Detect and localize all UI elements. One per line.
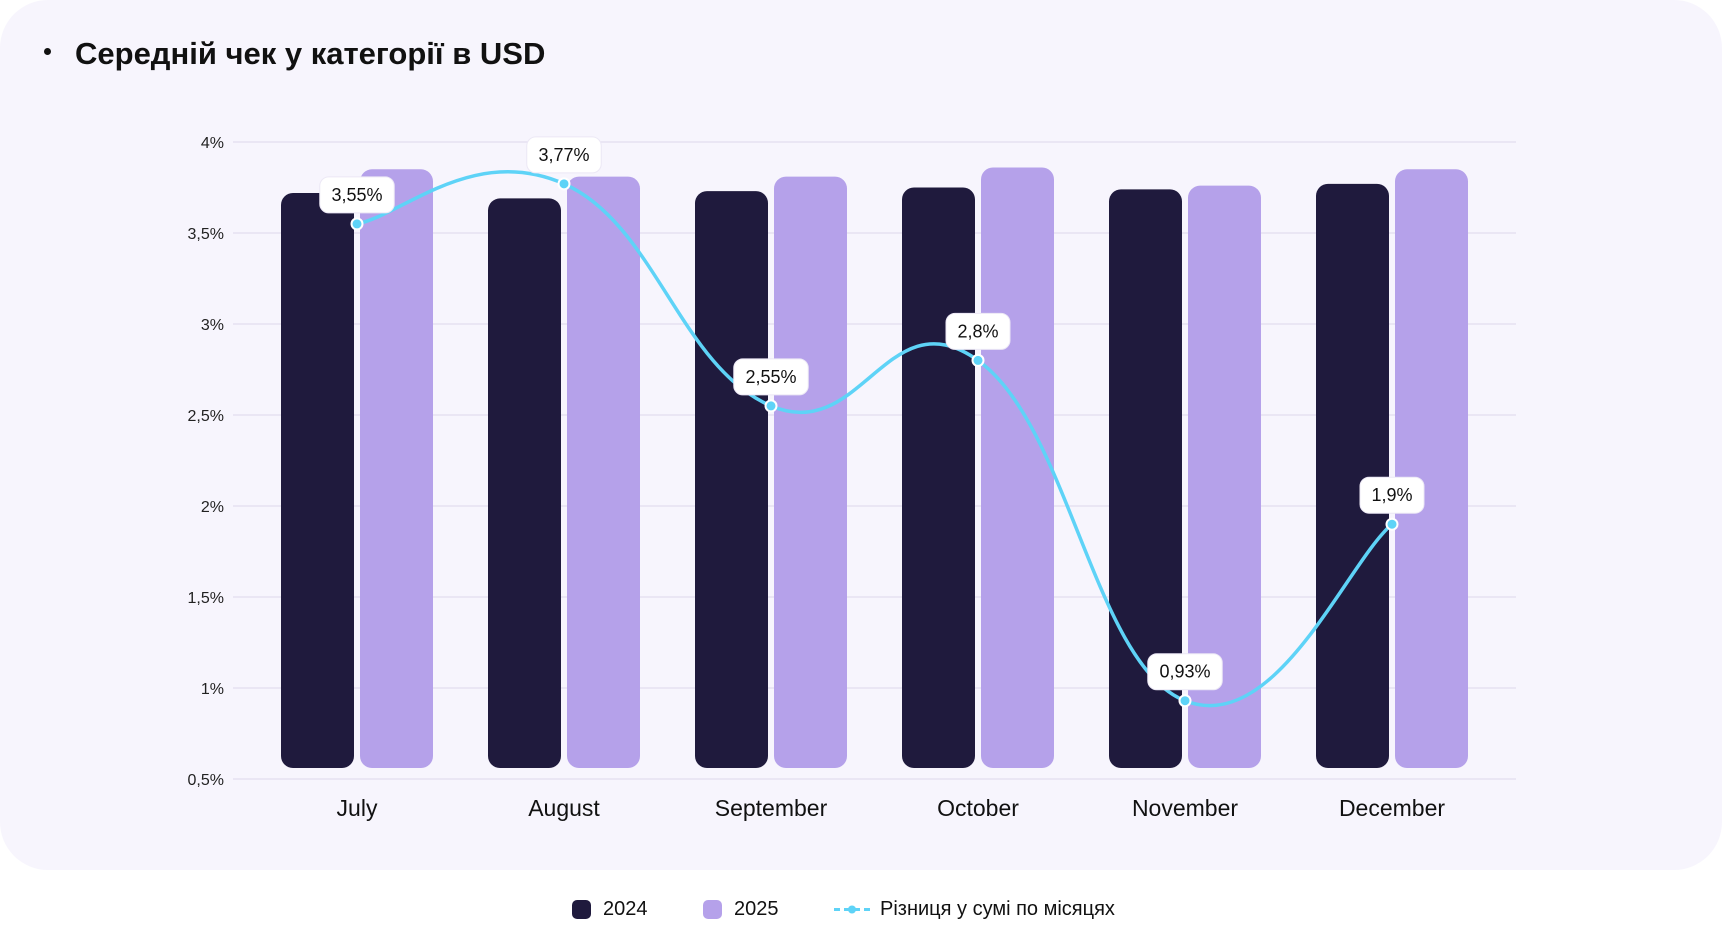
data-label: 1,9% — [1371, 485, 1412, 505]
bar-2025 — [1395, 169, 1468, 769]
legend-label-difference: Різниця у сумі по місяцях — [880, 898, 1115, 920]
legend: 2024 2025 Різниця у сумі по місяцях — [0, 898, 1722, 932]
difference-point — [764, 399, 778, 413]
data-label: 3,55% — [331, 185, 382, 205]
data-label: 0,93% — [1159, 662, 1210, 682]
bar-2025 — [981, 167, 1054, 769]
chart-title-text: Середній чек у категорії в USD — [75, 36, 546, 71]
data-label-box — [1147, 653, 1223, 691]
legend-item-difference[interactable]: Різниця у сумі по місяцях — [834, 898, 1115, 921]
x-tick-label: October — [937, 795, 1019, 821]
y-tick-label: 1,5% — [188, 590, 224, 607]
data-label-box — [319, 176, 395, 214]
x-tick-label: November — [1132, 795, 1238, 821]
y-tick-label: 2,5% — [188, 408, 224, 425]
x-tick-label: September — [715, 795, 828, 821]
bar-2024 — [695, 191, 768, 768]
difference-point — [971, 353, 985, 367]
y-tick-label: 4% — [201, 135, 224, 152]
bullet-icon — [44, 48, 51, 56]
data-label-box — [945, 312, 1011, 350]
y-tick-label: 2% — [201, 499, 224, 516]
data-label-box — [526, 136, 602, 174]
bar-2024 — [902, 187, 975, 768]
legend-item-2024[interactable]: 2024 — [572, 898, 648, 921]
bar-2024 — [1109, 189, 1182, 768]
bar-2025 — [567, 176, 640, 768]
bar-2024 — [1316, 183, 1389, 769]
difference-point — [1178, 694, 1192, 708]
legend-label-2025: 2025 — [734, 898, 779, 920]
y-tick-label: 3,5% — [188, 226, 224, 243]
chart-area: 0,5% 1% 1,5% 2% 2,5% 3% 3,5% 4% July August Septem… — [188, 135, 1516, 821]
bar-2025 — [774, 176, 847, 768]
difference-point — [557, 177, 571, 191]
data-label-box — [1359, 476, 1425, 514]
bar-2024 — [281, 192, 354, 768]
bar-2025 — [360, 169, 433, 769]
legend-swatch-2025 — [703, 900, 722, 919]
legend-swatch-2024 — [572, 900, 591, 919]
bar-2024 — [488, 198, 561, 769]
legend-line-icon — [834, 905, 870, 914]
legend-label-2024: 2024 — [603, 898, 648, 920]
x-tick-label: August — [528, 795, 600, 821]
data-label: 2,8% — [957, 321, 998, 341]
chart-title: Середній чек у категорії в USD — [44, 36, 545, 72]
difference-point — [350, 217, 364, 231]
x-tick-label: July — [337, 795, 378, 821]
bar-2025 — [1188, 185, 1261, 768]
y-tick-label: 3% — [201, 317, 224, 334]
data-label-box — [733, 358, 809, 396]
y-tick-label: 1% — [201, 681, 224, 698]
legend-item-2025[interactable]: 2025 — [703, 898, 779, 921]
x-tick-label: December — [1339, 795, 1445, 821]
data-label: 3,77% — [538, 145, 589, 165]
y-tick-label: 0,5% — [188, 772, 224, 789]
difference-point — [1385, 517, 1399, 531]
data-label: 2,55% — [745, 367, 796, 387]
